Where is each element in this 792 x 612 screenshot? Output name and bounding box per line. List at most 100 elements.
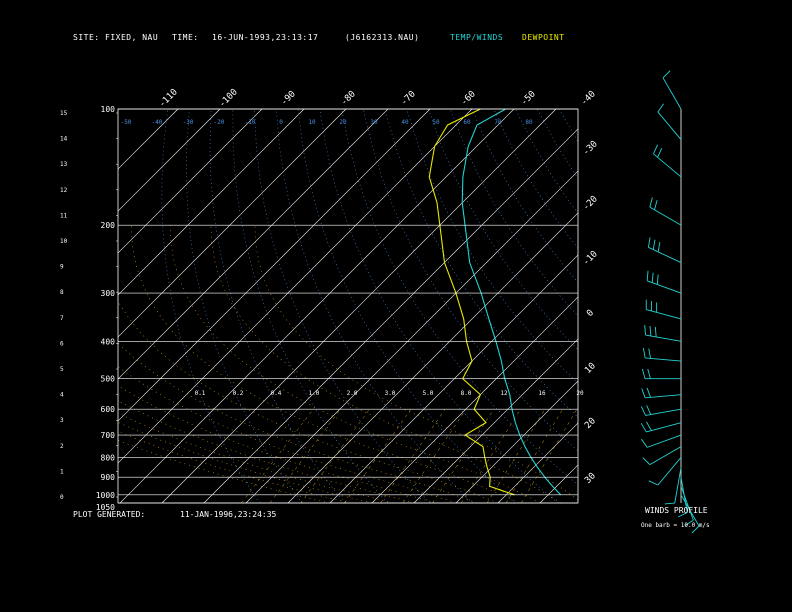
isotherm-line <box>118 109 389 380</box>
dry-adiabat-label: -30 <box>183 119 194 126</box>
header-time-label: TIME: <box>172 33 199 42</box>
dry-adiabat-label: 50 <box>432 119 440 126</box>
dry-adiabat-label: 0 <box>279 119 283 126</box>
footer-generated-value: 11-JAN-1996,23:24:35 <box>180 510 277 519</box>
dry-adiabat-label: -40 <box>152 119 163 126</box>
moist-adiabat <box>118 412 394 503</box>
mixing-ratio-line <box>461 409 521 503</box>
wind-barb-feather <box>662 70 671 79</box>
header-time-value: 16-JUN-1993,23:13:17 <box>212 33 319 42</box>
temperature-profile-line <box>461 109 562 496</box>
isotherm-line <box>118 109 473 464</box>
isotherm-line <box>118 109 305 296</box>
mixing-ratio-line <box>380 409 446 503</box>
isotherm-line <box>497 422 578 503</box>
wind-barb-staff <box>645 357 682 362</box>
right-temp-label: 30 <box>583 471 598 486</box>
dry-adiabat <box>384 109 578 418</box>
dry-adiabat <box>581 109 792 503</box>
height-tick-label: 11 <box>60 212 68 219</box>
wind-barb-feather <box>646 387 651 398</box>
isotherm-line <box>118 109 263 254</box>
height-tick-label: 0 <box>60 494 64 501</box>
top-temp-label: -90 <box>279 89 298 108</box>
mixing-ratio-line <box>241 409 314 503</box>
isotherm-line <box>118 109 179 170</box>
height-tick-label: 2 <box>60 443 64 450</box>
dry-adiabat <box>493 109 578 249</box>
dry-adiabat <box>297 109 516 503</box>
isotherm-line <box>329 254 578 503</box>
wind-barb-staff <box>649 206 682 226</box>
mixing-ratio-label: 0.2 <box>233 390 244 397</box>
wind-barb-feather <box>651 272 654 283</box>
dry-adiabat <box>711 109 792 503</box>
wind-barb-feather <box>640 406 646 416</box>
wind-barb-staff <box>649 446 682 466</box>
dry-adiabat-label: 40 <box>401 119 409 126</box>
top-temp-label: -80 <box>339 89 358 108</box>
moist-adiabat <box>118 400 415 503</box>
top-temp-label: -70 <box>399 89 418 108</box>
winds-note: One barb = 10.0 m/s <box>641 522 710 529</box>
mixing-ratio-label: 20 <box>576 390 584 397</box>
mixing-ratio-line <box>521 409 578 503</box>
right-temp-label: -30 <box>581 139 600 158</box>
legend-temp: TEMP/WINDS <box>450 33 504 42</box>
wind-barb-staff <box>647 434 682 448</box>
wind-barb-staff <box>645 334 682 342</box>
dry-adiabat-label: -10 <box>245 119 256 126</box>
wind-barb-feather <box>649 197 653 208</box>
mixing-ratio-label: 16 <box>538 390 546 397</box>
wind-barb-staff <box>680 486 694 521</box>
header-site-label: SITE: <box>73 33 100 42</box>
dewpoint-profile-line <box>428 109 515 496</box>
wind-barb-feather <box>647 368 651 379</box>
wind-barb-feather <box>644 325 646 336</box>
isotherm-line <box>119 109 515 503</box>
wind-barb-feather <box>642 347 646 358</box>
wind-barb-staff <box>646 309 682 320</box>
plot-area <box>118 109 792 503</box>
wind-barb-staff <box>647 280 682 294</box>
isotherm-line <box>118 109 431 422</box>
dry-adiabat <box>449 109 578 317</box>
isotherm-line <box>118 109 221 212</box>
moist-adiabat <box>118 431 352 503</box>
dry-adiabat <box>186 109 303 503</box>
dry-adiabat <box>646 109 792 503</box>
moist-adiabat <box>118 342 478 503</box>
wind-barb-feather <box>657 103 664 113</box>
dry-adiabat <box>558 109 578 143</box>
pressure-label: 700 <box>101 431 116 440</box>
dry-adiabat-label: 70 <box>494 119 502 126</box>
mixing-ratio-label: 3.0 <box>385 390 396 397</box>
wind-barb-feather <box>656 274 659 285</box>
height-tick-label: 3 <box>60 417 64 424</box>
wind-barb-feather <box>677 512 688 518</box>
pressure-label: 800 <box>101 453 116 462</box>
wind-barb-staff <box>662 77 682 110</box>
wind-barb-staff <box>680 477 688 513</box>
wind-barb-feather <box>652 239 656 250</box>
wind-barb-feather <box>648 480 659 486</box>
height-tick-label: 12 <box>60 187 68 194</box>
header-file: (J6162313.NAU) <box>345 33 420 42</box>
height-tick-label: 6 <box>60 340 64 347</box>
dry-adiabat <box>536 109 578 179</box>
mixing-ratio-label: 0.1 <box>195 390 206 397</box>
top-temp-label: -40 <box>579 89 598 108</box>
right-temp-label: 0 <box>585 308 596 319</box>
moist-adiabat <box>130 225 520 503</box>
plot-frame <box>117 108 579 504</box>
dry-adiabat-label: -20 <box>214 119 225 126</box>
wind-barb-staff <box>645 394 682 399</box>
mixing-ratio-label: 1.0 <box>309 390 320 397</box>
wind-barb-feather <box>642 457 651 465</box>
wind-barb-staff <box>657 111 682 140</box>
dry-adiabat <box>428 109 578 351</box>
top-temp-label: -110 <box>157 87 179 109</box>
mixing-ratio-label: 8.0 <box>461 390 472 397</box>
dry-adiabat <box>319 109 559 503</box>
